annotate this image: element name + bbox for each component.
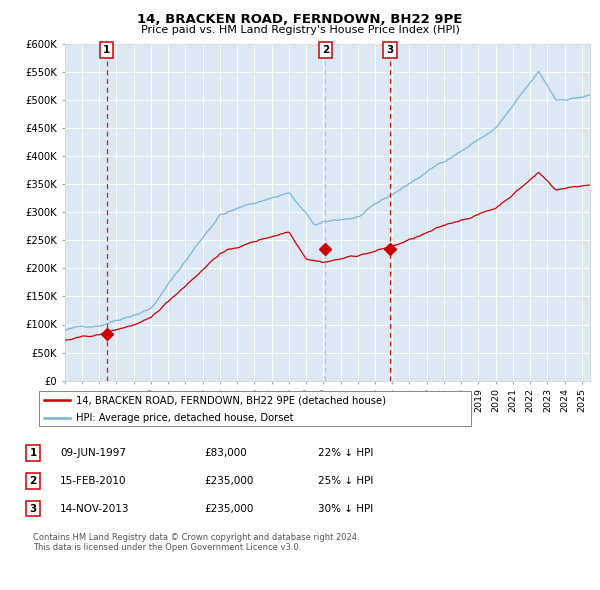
Text: 14, BRACKEN ROAD, FERNDOWN, BH22 9PE: 14, BRACKEN ROAD, FERNDOWN, BH22 9PE <box>137 13 463 26</box>
Text: 22% ↓ HPI: 22% ↓ HPI <box>318 448 373 458</box>
Text: Price paid vs. HM Land Registry's House Price Index (HPI): Price paid vs. HM Land Registry's House … <box>140 25 460 35</box>
Text: 2: 2 <box>29 476 37 486</box>
Text: 25% ↓ HPI: 25% ↓ HPI <box>318 476 373 486</box>
Text: This data is licensed under the Open Government Licence v3.0.: This data is licensed under the Open Gov… <box>33 543 301 552</box>
Text: 1: 1 <box>103 45 110 55</box>
Text: 14, BRACKEN ROAD, FERNDOWN, BH22 9PE (detached house): 14, BRACKEN ROAD, FERNDOWN, BH22 9PE (de… <box>76 395 386 405</box>
Text: £83,000: £83,000 <box>204 448 247 458</box>
Text: 09-JUN-1997: 09-JUN-1997 <box>60 448 126 458</box>
Text: 15-FEB-2010: 15-FEB-2010 <box>60 476 127 486</box>
Text: 3: 3 <box>29 504 37 513</box>
Text: HPI: Average price, detached house, Dorset: HPI: Average price, detached house, Dors… <box>76 413 293 423</box>
Text: £235,000: £235,000 <box>204 504 253 513</box>
Text: 30% ↓ HPI: 30% ↓ HPI <box>318 504 373 513</box>
Text: 1: 1 <box>29 448 37 458</box>
Text: Contains HM Land Registry data © Crown copyright and database right 2024.: Contains HM Land Registry data © Crown c… <box>33 533 359 542</box>
Text: £235,000: £235,000 <box>204 476 253 486</box>
Text: 14-NOV-2013: 14-NOV-2013 <box>60 504 130 513</box>
Text: 2: 2 <box>322 45 329 55</box>
Text: 3: 3 <box>386 45 394 55</box>
